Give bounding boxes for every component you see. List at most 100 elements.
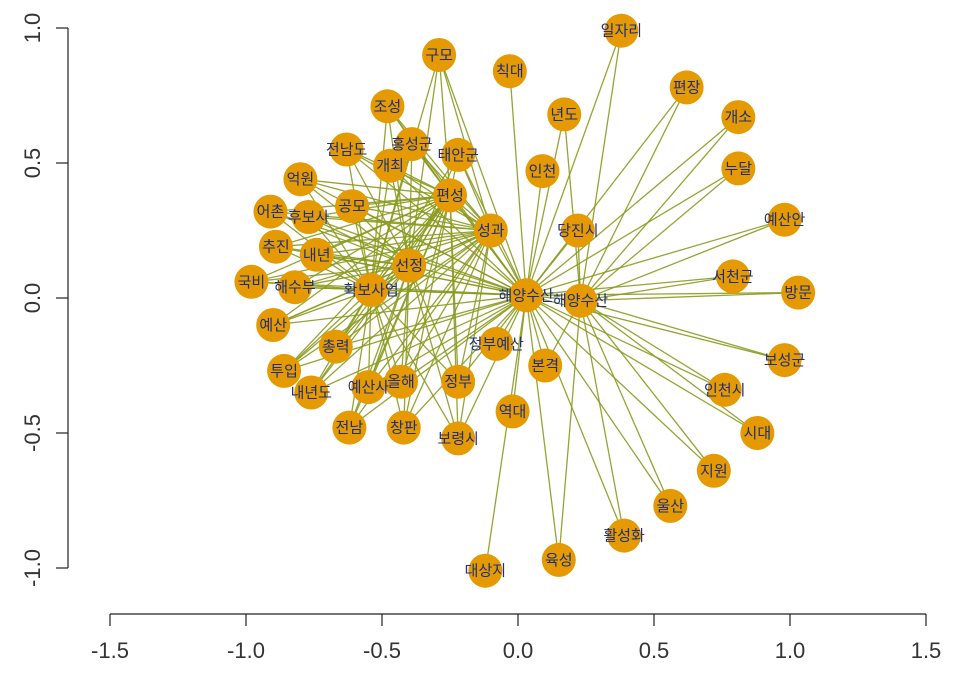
node-label: 확보사업 [344, 281, 399, 299]
node [354, 272, 389, 307]
x-tick-label: 0.0 [503, 638, 534, 663]
node-label: 대상지 [465, 562, 506, 580]
edge [525, 171, 544, 296]
edge [370, 154, 459, 291]
edge [408, 144, 413, 266]
edge [579, 87, 688, 301]
node-label: 추진 [262, 238, 290, 256]
edge [400, 195, 451, 382]
node [433, 178, 467, 213]
edge [438, 54, 527, 296]
node-label: 조성 [374, 97, 402, 115]
node [479, 326, 514, 361]
edge [275, 194, 451, 248]
edge [525, 295, 625, 536]
node [740, 416, 775, 450]
edge [525, 219, 785, 296]
edge [484, 295, 527, 571]
node-label: 일자리 [601, 22, 642, 40]
node [715, 259, 750, 294]
node-label: 지원 [700, 462, 728, 480]
node-label: 역대 [499, 402, 527, 420]
node [351, 370, 386, 405]
edge [438, 54, 451, 196]
node-layer [234, 13, 816, 588]
node-label: 내년도 [291, 384, 333, 402]
x-tick-label: -1.0 [227, 638, 265, 663]
node-label: 어촌 [257, 203, 285, 221]
node-label: 본격 [531, 357, 559, 375]
edge [370, 289, 405, 428]
node [541, 542, 576, 577]
node-label: 전남 [336, 419, 364, 437]
edge [509, 71, 527, 296]
node [495, 394, 530, 429]
node [441, 421, 476, 456]
node [707, 372, 742, 407]
edge [558, 300, 582, 560]
node [696, 453, 731, 488]
edge [300, 178, 451, 197]
node-label: 태안군 [437, 146, 479, 164]
edge [251, 194, 451, 283]
edge [308, 216, 491, 232]
edge [580, 300, 715, 472]
node-label: 방문 [784, 284, 812, 302]
node-label: 해수부 [274, 278, 316, 296]
edge [335, 195, 451, 347]
node [234, 264, 269, 299]
edge [525, 294, 715, 472]
x-tick-label: -0.5 [363, 638, 401, 663]
node [525, 154, 560, 189]
node-label: 창판 [390, 419, 418, 437]
edge [299, 178, 372, 291]
edge [400, 294, 527, 383]
edge [580, 291, 799, 302]
edge [251, 264, 410, 283]
node [509, 278, 544, 313]
node [422, 38, 457, 72]
edge [386, 105, 492, 231]
node-label: 내년 [303, 246, 331, 264]
node-label: 보성군 [764, 351, 806, 369]
node-label: 인천 [529, 162, 557, 180]
edge [525, 167, 739, 296]
x-tick-label: 0.5 [639, 638, 670, 663]
node-label: 인천시 [704, 381, 745, 399]
node-label: 활성화 [603, 527, 645, 545]
node-label: 올해 [387, 373, 415, 391]
edge [525, 294, 725, 391]
node-label: 전남도 [326, 141, 368, 159]
node-label: 개최 [376, 157, 404, 175]
node-label: 예산 [259, 316, 287, 334]
node-label: 육성 [545, 551, 573, 569]
edge [563, 114, 582, 301]
edge [525, 30, 622, 296]
edge [580, 300, 785, 361]
x-tick-label: 1.0 [775, 638, 806, 663]
edge [525, 116, 739, 296]
node [394, 127, 429, 162]
edge [308, 194, 451, 218]
node-label: 해양수산 [499, 286, 554, 304]
node-label: 정부 [444, 373, 472, 391]
y-axis: -1.0 -0.5 0.0 0.5 1.0 [20, 13, 69, 587]
edge [386, 106, 410, 266]
node [329, 132, 364, 167]
y-tick-label: -0.5 [20, 414, 45, 452]
edge [580, 167, 739, 302]
edge [580, 300, 726, 391]
node-label: 총력 [322, 338, 350, 356]
edge [335, 229, 492, 348]
node [781, 275, 816, 310]
edge [526, 275, 733, 296]
edge [457, 295, 527, 439]
edge [371, 289, 527, 296]
edge [409, 264, 527, 296]
node-label: 예산사 [348, 378, 390, 396]
y-tick-label: 0.0 [20, 283, 45, 314]
node [370, 89, 405, 124]
node-label: 공모 [338, 197, 366, 215]
node [604, 13, 639, 48]
